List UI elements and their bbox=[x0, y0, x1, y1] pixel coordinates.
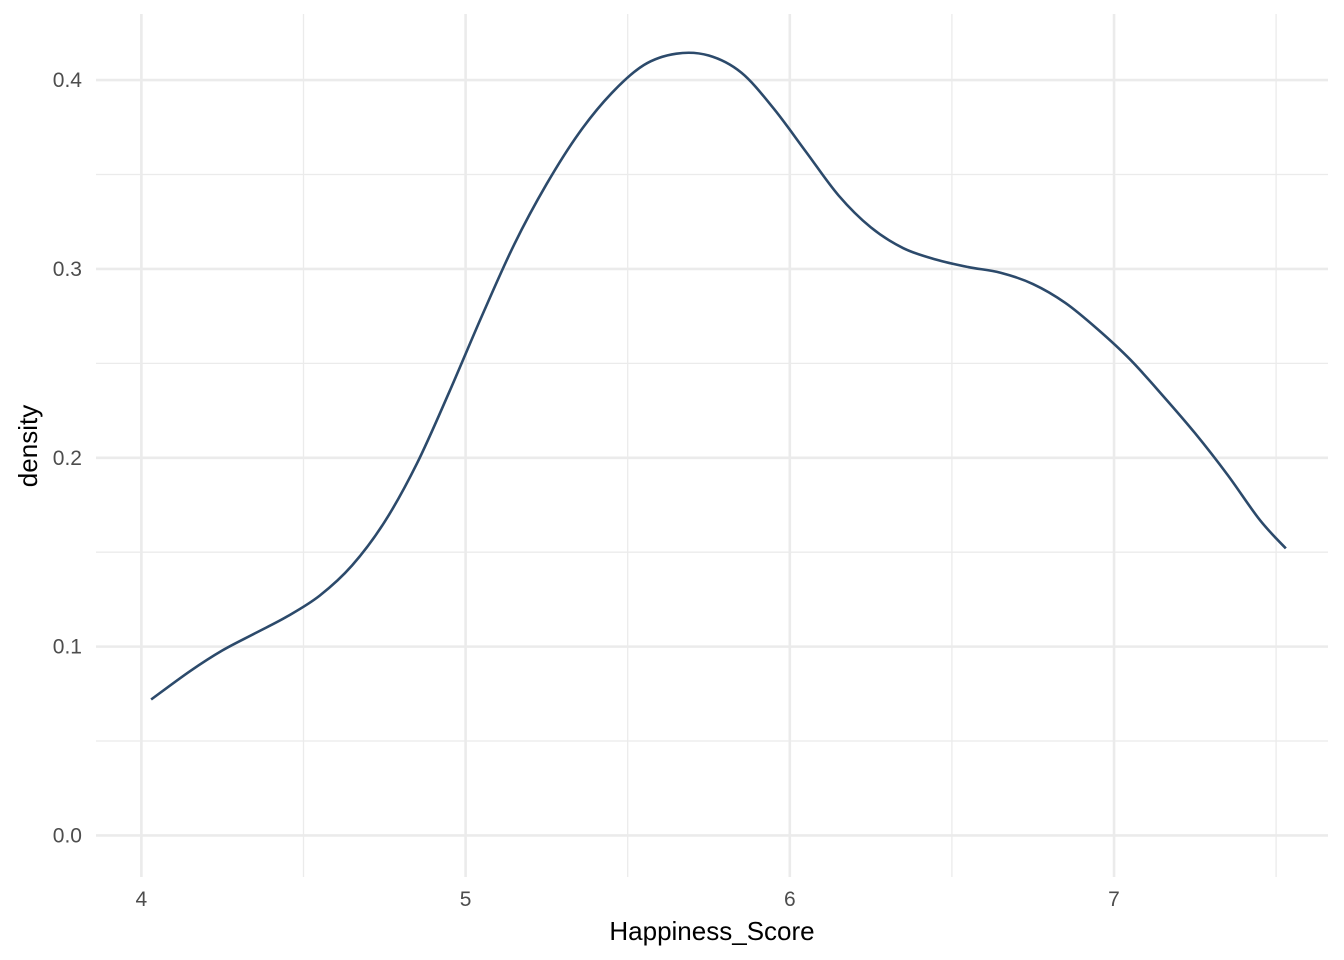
x-tick-label: 4 bbox=[136, 888, 148, 911]
x-axis-ticks: 4 5 6 7 bbox=[136, 888, 1120, 911]
y-tick-label: 0.4 bbox=[53, 69, 83, 92]
x-axis-title: Happiness_Score bbox=[609, 916, 814, 946]
minor-gridlines bbox=[96, 14, 1328, 877]
y-tick-label: 0.2 bbox=[53, 447, 82, 470]
series-layer bbox=[150, 51, 1287, 701]
y-axis-title: density bbox=[13, 405, 43, 487]
x-tick-label: 6 bbox=[784, 888, 796, 911]
x-tick-label: 5 bbox=[460, 888, 472, 911]
y-tick-label: 0.1 bbox=[53, 636, 82, 659]
y-tick-label: 0.3 bbox=[53, 258, 82, 281]
y-tick-label: 0.0 bbox=[53, 824, 82, 847]
x-tick-label: 7 bbox=[1108, 888, 1120, 911]
density-line bbox=[150, 51, 1287, 701]
y-axis-ticks: 0.0 0.1 0.2 0.3 0.4 bbox=[53, 69, 83, 847]
major-gridlines bbox=[96, 14, 1328, 877]
